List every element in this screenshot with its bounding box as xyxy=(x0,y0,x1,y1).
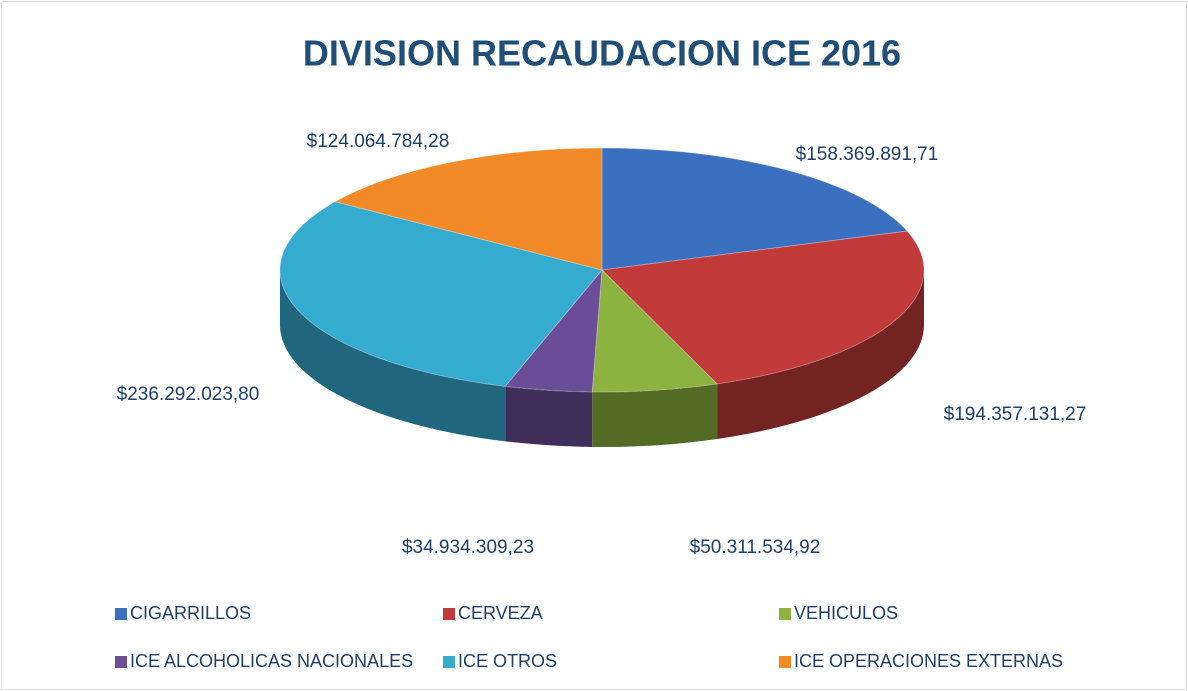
pie-slice xyxy=(600,230,925,385)
pie-slice xyxy=(504,268,603,393)
data-label: $158.369.891,71 xyxy=(796,144,939,165)
data-label: $194.357.131,27 xyxy=(944,404,1087,425)
legend-label: CERVEZA xyxy=(458,603,543,623)
chart-title: DIVISION RECAUDACION ICE 2016 xyxy=(303,33,901,74)
legend-swatch xyxy=(443,656,455,668)
legend-label: ICE ALCOHOLICAS NACIONALES xyxy=(130,651,413,671)
pie-slice-side xyxy=(717,270,924,439)
data-label: $236.292.023,80 xyxy=(117,384,260,405)
legend-swatch xyxy=(443,608,455,620)
legend-label: ICE OPERACIONES EXTERNAS xyxy=(794,651,1063,671)
legend-swatch xyxy=(779,608,791,620)
legend-label: VEHICULOS xyxy=(794,603,898,623)
pie-slice xyxy=(279,201,603,387)
legend-label: CIGARRILLOS xyxy=(130,603,251,623)
data-label: $50.311.534,92 xyxy=(690,537,821,558)
pie-slice-side xyxy=(280,270,506,442)
legend-swatch xyxy=(115,608,127,620)
pie-slice xyxy=(601,147,909,271)
pie-slice xyxy=(591,268,719,393)
data-label: $34.934.309,23 xyxy=(402,537,534,558)
pie-slice-side xyxy=(505,386,593,447)
legend-swatch xyxy=(779,656,791,668)
legend-label: ICE OTROS xyxy=(458,651,557,671)
data-label: $124.064.784,28 xyxy=(307,131,450,152)
pie-slice xyxy=(333,147,603,271)
pie-slice-side xyxy=(592,383,718,447)
legend-swatch xyxy=(115,656,127,668)
